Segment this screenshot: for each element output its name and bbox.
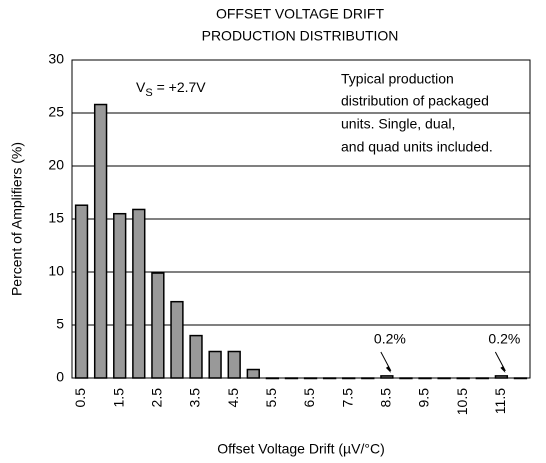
bar	[170, 300, 184, 379]
value-arrow-head	[385, 365, 391, 373]
y-tick-label: 15	[48, 210, 64, 226]
x-tick-label: 1.5	[110, 388, 126, 408]
bar	[437, 377, 451, 380]
condition-label: VS = +2.7V	[136, 79, 206, 99]
y-tick-label: 20	[48, 157, 64, 173]
bar	[456, 377, 470, 380]
x-tick-label: 6.5	[301, 388, 317, 408]
bar	[208, 350, 222, 379]
bar	[342, 377, 356, 380]
note-line: distribution of packaged	[341, 93, 489, 109]
note-line: units. Single, dual,	[341, 116, 455, 132]
x-tick-label: 2.5	[149, 388, 165, 408]
bar	[494, 375, 509, 379]
x-tick-label: 3.5	[187, 388, 203, 408]
bar	[418, 377, 432, 380]
condition-main: V	[136, 79, 146, 95]
bar	[380, 375, 394, 379]
bar	[265, 377, 280, 380]
x-tick-label: 11.5	[492, 388, 508, 414]
condition-rest: = +2.7V	[153, 79, 207, 95]
bar	[132, 208, 146, 379]
y-axis-label: Percent of Amplifiers (%)	[9, 142, 25, 296]
value-label: 0.2%	[374, 331, 406, 347]
bar	[361, 377, 375, 380]
note-line: Typical production	[341, 71, 454, 87]
bar	[399, 377, 413, 380]
x-tick-label: 0.5	[72, 388, 88, 408]
bar	[322, 377, 337, 380]
bar	[513, 377, 528, 380]
bar	[475, 377, 489, 380]
bar	[93, 103, 108, 379]
bar	[227, 350, 241, 379]
chart-title: PRODUCTION DISTRIBUTION	[202, 28, 399, 44]
y-tick-label: 25	[48, 104, 64, 120]
chart-title: OFFSET VOLTAGE DRIFT	[216, 6, 384, 22]
bar	[284, 377, 299, 380]
y-tick-label: 30	[48, 51, 64, 67]
bar	[74, 204, 89, 379]
bar	[151, 272, 165, 379]
note-line: and quad units included.	[341, 139, 493, 155]
y-tick-label: 5	[56, 316, 64, 332]
value-arrow-head	[500, 365, 506, 373]
x-tick-label: 9.5	[416, 388, 432, 408]
x-tick-label: 8.5	[378, 388, 394, 408]
x-tick-label: 4.5	[225, 388, 241, 408]
bar	[189, 334, 203, 379]
x-tick-label: 5.5	[263, 388, 279, 408]
x-axis-label: Offset Voltage Drift (µV/°C)	[217, 441, 384, 457]
bar	[113, 212, 127, 379]
y-tick-label: 0	[56, 369, 64, 385]
value-label: 0.2%	[488, 331, 520, 347]
condition-sub: S	[145, 87, 152, 99]
plot-frame	[71, 59, 531, 379]
y-tick-label: 10	[48, 263, 64, 279]
bar	[303, 377, 318, 380]
x-tick-label: 10.5	[454, 388, 470, 415]
x-tick-label: 7.5	[339, 388, 355, 408]
bar	[246, 368, 260, 379]
